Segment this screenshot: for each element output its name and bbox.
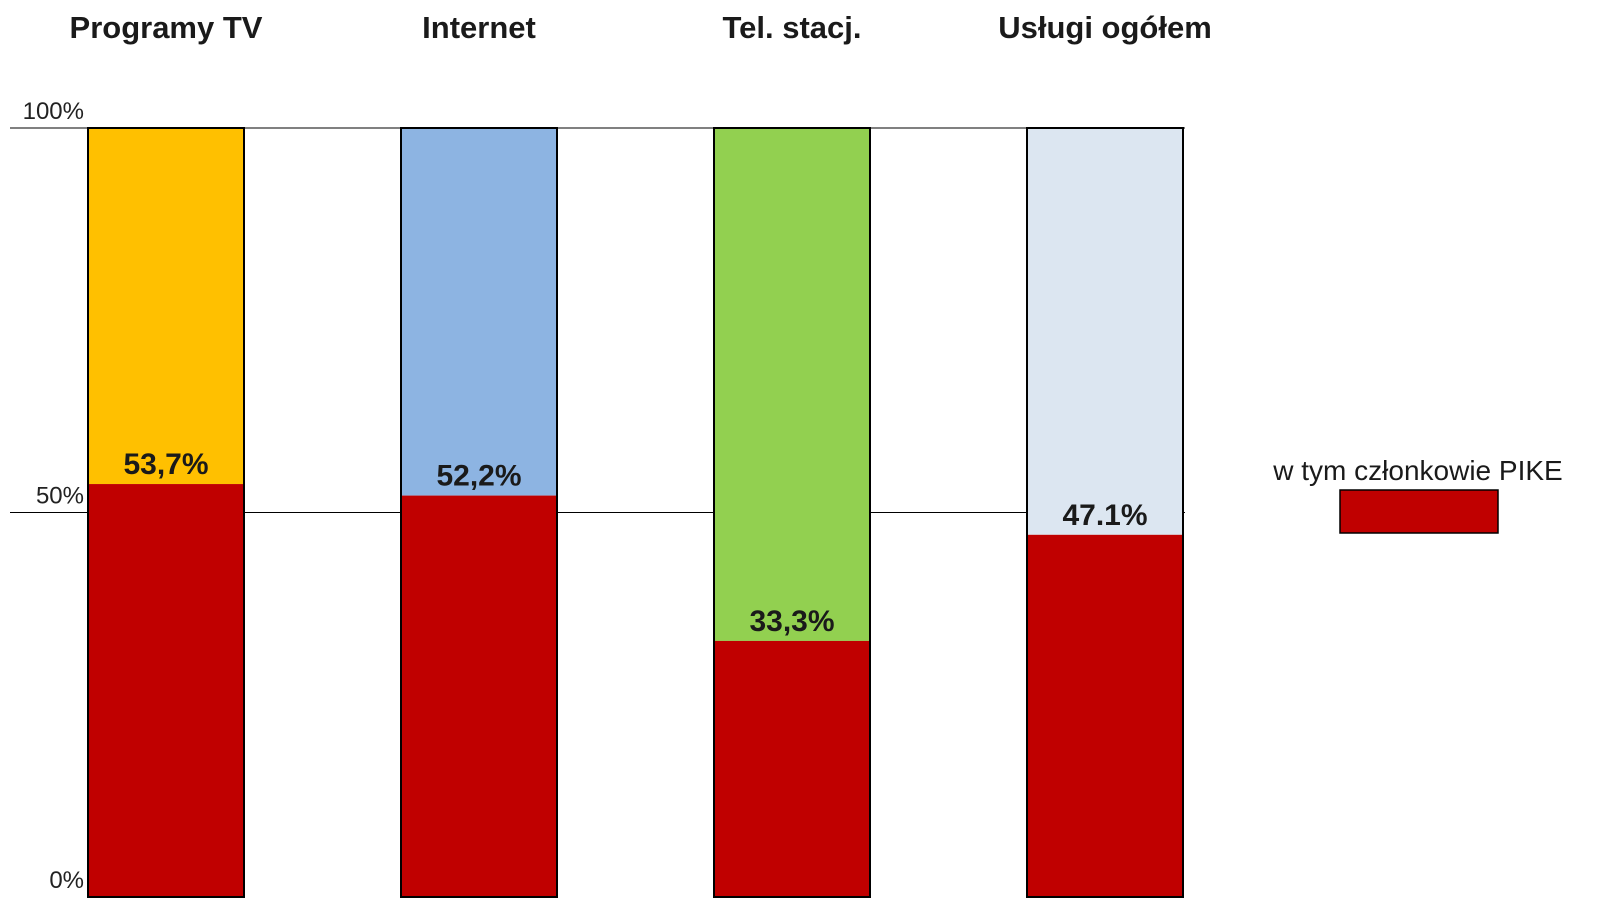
bar-segment-remaining [401,128,557,496]
data-label: 53,7% [123,448,208,481]
data-label: 52,2% [436,460,521,493]
category-title: Internet [422,10,536,45]
category-title: Tel. stacj. [723,10,862,45]
legend: w tym członkowie PIKE [1272,455,1563,534]
bar-segment-remaining [714,128,870,641]
y-axis-ticks: 100% 50% 0% [23,98,84,894]
bar-outline [1026,127,1184,898]
bars [87,127,1184,898]
bar-outline [400,127,558,898]
bar-segment-remaining [1027,128,1183,535]
bar-segment-pike [88,484,244,897]
data-label: 47.1% [1062,499,1147,532]
y-tick-label: 50% [36,483,84,510]
bar-segment-pike [714,640,870,897]
bar-segment-pike [401,495,557,897]
legend-label: w tym członkowie PIKE [1272,455,1562,486]
category-title: Usługi ogółem [998,10,1212,45]
bar-outline [87,127,245,898]
y-tick-label: 100% [23,98,84,125]
category-titles: Programy TV Internet Tel. stacj. Usługi ogó… [70,10,1212,45]
y-tick-label: 0% [49,867,84,894]
data-label: 33,3% [749,605,834,638]
legend-swatch [1339,489,1499,534]
bar-segment-pike [1027,534,1183,897]
category-title: Programy TV [70,10,263,45]
data-labels: 53,7% 52,2% 33,3% 47.1% [123,448,1147,638]
bar-outline [713,127,871,898]
bar-segment-remaining [88,128,244,485]
